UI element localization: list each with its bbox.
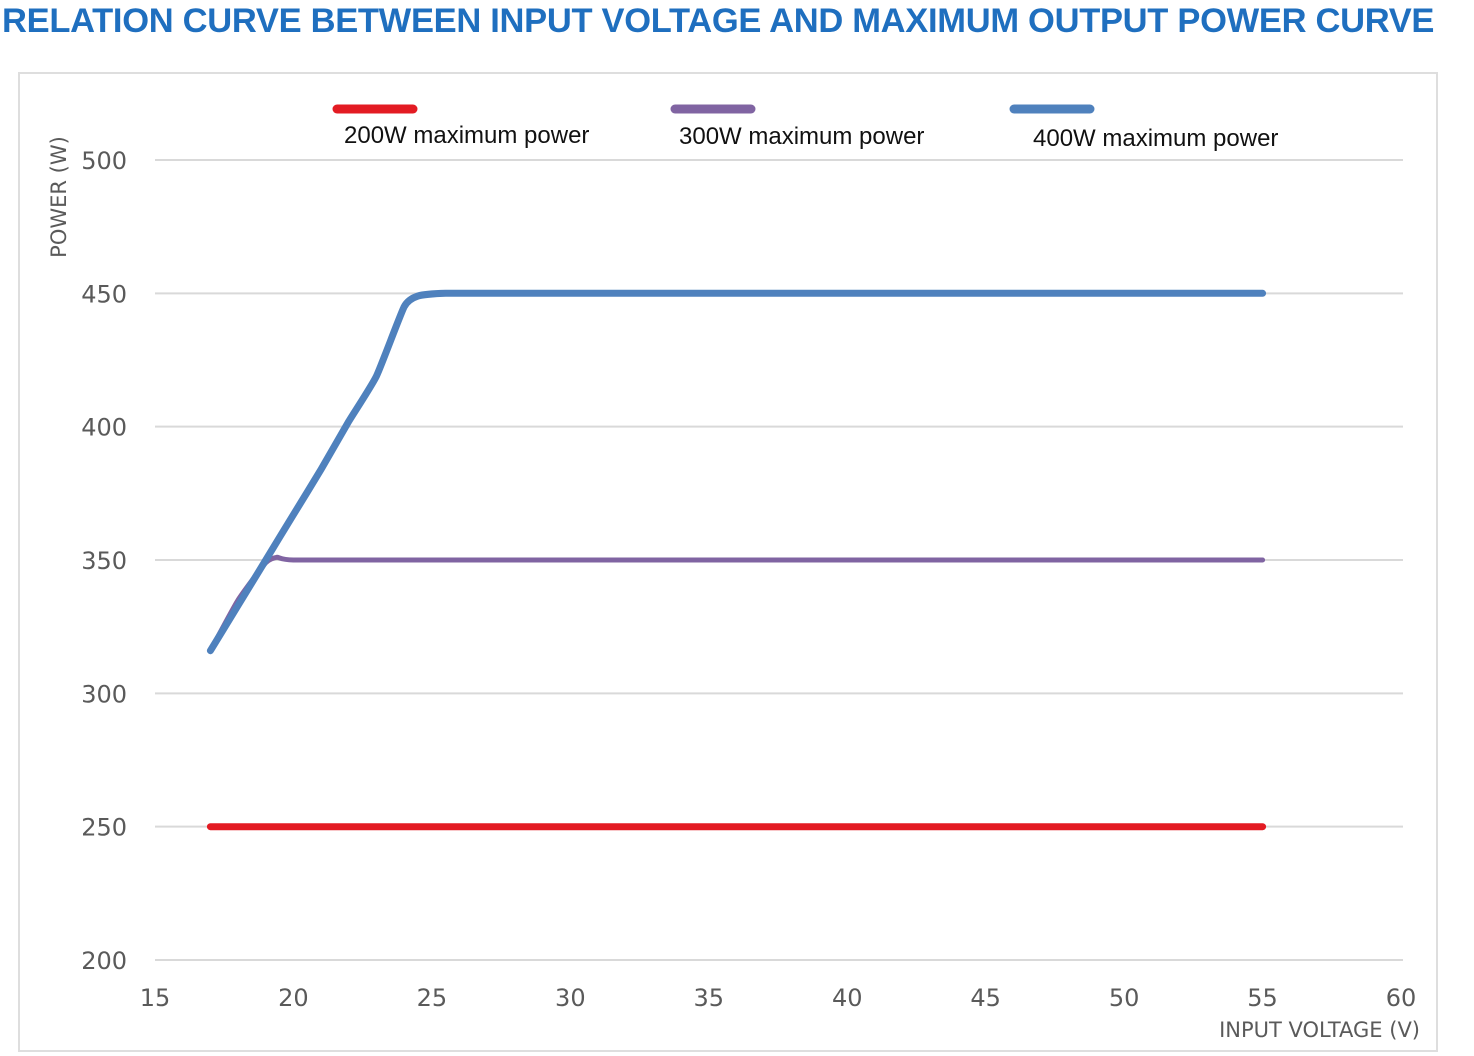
y-tick-label-250: 250 <box>81 814 127 842</box>
x-tick-label-20: 20 <box>278 984 309 1012</box>
legend-label-200w: 200W maximum power <box>344 122 589 149</box>
series-line-400w <box>206 289 1267 655</box>
x-tick-label-60: 60 <box>1386 984 1417 1012</box>
y-axis-title: POWER (W) <box>47 136 71 258</box>
legend-label-400w: 400W maximum power <box>1033 125 1278 152</box>
x-tick-label-50: 50 <box>1109 984 1140 1012</box>
legend-label-300w: 300W maximum power <box>679 123 924 150</box>
x-tick-label-35: 35 <box>694 984 725 1012</box>
x-axis-title: INPUT VOLTAGE (V) <box>1219 1018 1420 1042</box>
y-tick-label-200: 200 <box>81 947 127 975</box>
x-tick-label-40: 40 <box>832 984 863 1012</box>
y-tick-label-300: 300 <box>81 680 127 708</box>
y-tick-label-500: 500 <box>81 147 127 175</box>
series-line-300w <box>207 554 1266 654</box>
x-tick-label-30: 30 <box>555 984 586 1012</box>
y-tick-label-450: 450 <box>81 280 127 308</box>
x-tick-label-15: 15 <box>140 984 171 1012</box>
x-tick-label-55: 55 <box>1247 984 1278 1012</box>
y-tick-label-400: 400 <box>81 414 127 442</box>
x-tick-label-45: 45 <box>970 984 1001 1012</box>
chart-title: RELATION CURVE BETWEEN INPUT VOLTAGE AND… <box>2 2 1435 40</box>
x-tick-label-25: 25 <box>417 984 448 1012</box>
y-tick-label-350: 350 <box>81 547 127 575</box>
